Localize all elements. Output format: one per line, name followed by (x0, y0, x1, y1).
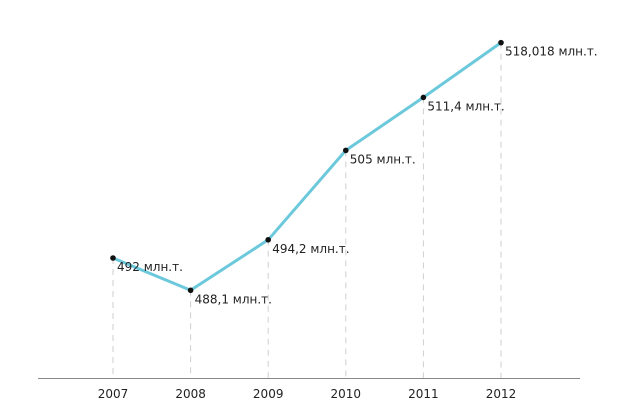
data-points (110, 39, 504, 294)
data-point-2007 (110, 255, 116, 261)
data-point-2009 (265, 236, 272, 243)
grid-lines (112, 42, 502, 378)
data-labels: 492 млн.т. 488,1 млн.т. 494,2 млн.т. 505 мл… (117, 45, 598, 307)
data-label-2008: 488,1 млн.т. (195, 292, 272, 306)
x-tick-label-2010: 2010 (331, 387, 362, 401)
x-tick-label-2012: 2012 (486, 387, 517, 401)
series-line-group (111, 41, 503, 292)
data-point-2011 (420, 94, 427, 101)
data-point-2010 (343, 147, 349, 154)
x-tick-label-2009: 2009 (253, 387, 284, 401)
data-label-2010: 505 млн.т. (350, 152, 416, 166)
x-tick-label-2011: 2011 (408, 387, 439, 401)
x-tick-labels: 2007 2008 2009 2010 2011 2012 (98, 387, 517, 401)
data-label-2009: 494,2 млн.т. (272, 242, 349, 256)
data-label-2007: 492 млн.т. (117, 260, 183, 274)
data-label-2011: 511,4 млн.т. (427, 99, 504, 113)
x-tick-label-2008: 2008 (175, 387, 206, 401)
series-line (111, 41, 503, 292)
data-label-2012: 518,018 млн.т. (505, 45, 598, 59)
data-point-2012 (498, 39, 504, 46)
data-point-2008 (187, 287, 194, 294)
x-tick-label-2007: 2007 (98, 387, 129, 401)
